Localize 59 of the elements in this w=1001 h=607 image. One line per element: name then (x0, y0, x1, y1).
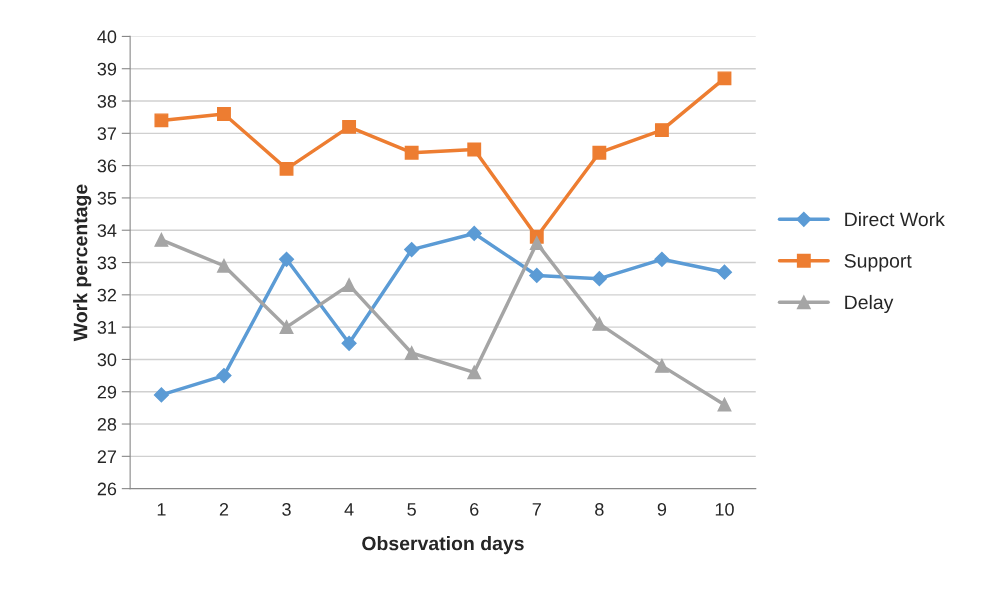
y-tick-label: 39 (97, 62, 117, 76)
y-tick-label: 30 (97, 353, 117, 367)
point (217, 106, 231, 121)
point (717, 71, 732, 86)
legend-label: Delay (845, 294, 894, 314)
y-tick-label: 33 (97, 256, 117, 270)
point (153, 387, 169, 403)
x-tick-label: 6 (470, 503, 479, 516)
y-tick-label: 27 (97, 450, 117, 463)
point (154, 232, 169, 247)
x-tick-label: 4 (344, 503, 354, 516)
x-tick-label: 8 (595, 503, 604, 516)
point (654, 358, 669, 373)
y-tick-label: 28 (97, 417, 117, 431)
point (467, 142, 482, 157)
y-tick-label: 38 (97, 94, 117, 108)
point (404, 145, 419, 160)
y-tick-label: 32 (97, 288, 117, 302)
point (278, 251, 295, 267)
point (216, 368, 232, 384)
point (467, 365, 482, 380)
y-tick-label: 37 (97, 127, 117, 141)
y-tick-label: 36 (97, 159, 117, 173)
point (466, 225, 482, 242)
point (591, 271, 607, 287)
x-tick-label: 9 (657, 503, 667, 516)
y-tick-label: 26 (97, 482, 117, 496)
y-tick-label: 29 (97, 385, 117, 399)
point (279, 320, 294, 335)
y-axis-title: Work percentage (73, 184, 92, 342)
point (592, 145, 607, 160)
x-tick-label: 3 (282, 503, 291, 516)
x-tick-label: 10 (715, 503, 734, 516)
x-tick-label: 1 (157, 503, 166, 516)
x-tick-label: 7 (532, 503, 541, 516)
point (654, 251, 670, 267)
y-tick-label: 40 (97, 30, 117, 44)
point (716, 264, 733, 280)
point (342, 119, 357, 134)
legend-label: Support (844, 253, 912, 272)
point (154, 113, 169, 128)
point (341, 335, 357, 351)
y-tick-label: 34 (97, 224, 117, 237)
point (279, 161, 294, 176)
point (404, 346, 419, 360)
point (217, 258, 231, 273)
x-tick-label: 5 (407, 503, 416, 516)
point (654, 123, 669, 138)
legend-label: Direct Work (845, 212, 945, 227)
point (342, 278, 357, 293)
y-tick-label: 31 (97, 321, 117, 334)
x-axis-title: Observation days (362, 536, 524, 555)
point (717, 397, 732, 412)
point (592, 316, 607, 331)
point (404, 242, 420, 258)
point (529, 267, 545, 284)
x-tick-label: 2 (219, 503, 229, 516)
y-tick-label: 35 (97, 191, 117, 205)
point (529, 236, 544, 251)
